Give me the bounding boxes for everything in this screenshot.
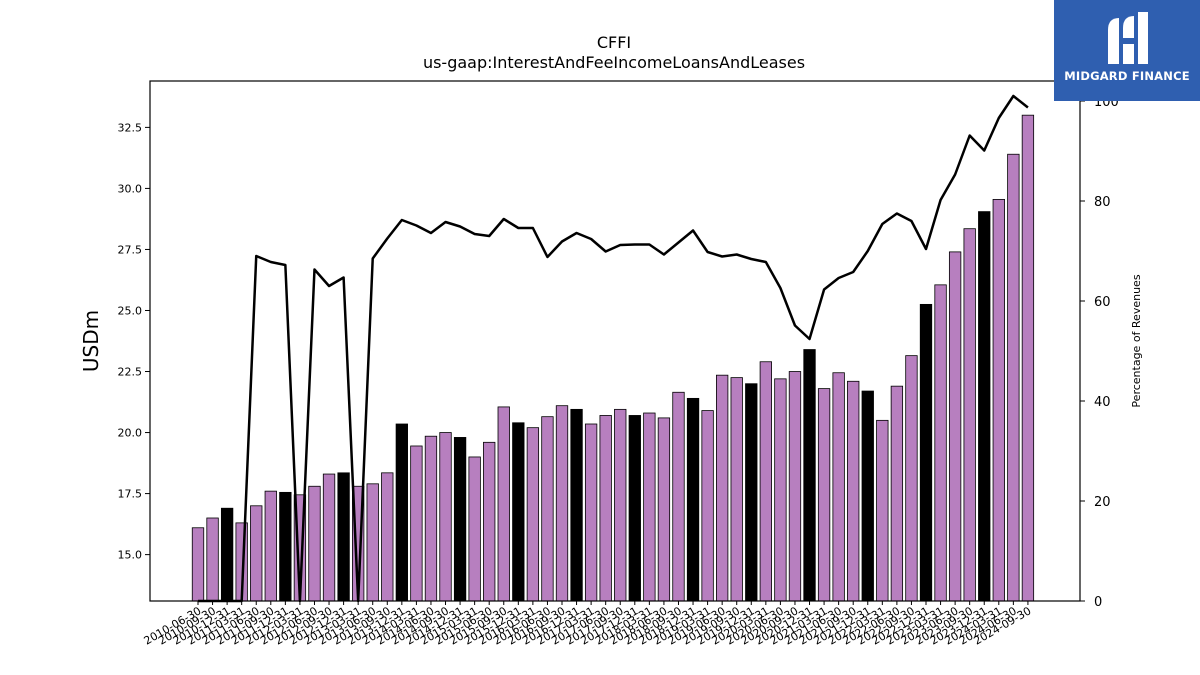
bar [483, 441, 496, 602]
bar [788, 371, 802, 602]
y-tick-label: 22.5 [118, 366, 143, 379]
bar [468, 456, 481, 602]
y-tick-label: 25.0 [118, 304, 143, 317]
bar [847, 380, 860, 602]
chart-subtitle: us-gaap:InterestAndFeeIncomeLoansAndLeas… [423, 53, 805, 72]
y2-tick-label: 20 [1094, 495, 1111, 510]
y2-tick-label: 0 [1094, 595, 1102, 610]
bar [439, 432, 452, 602]
line-series [198, 94, 1029, 603]
bar [817, 388, 831, 602]
bar [541, 416, 554, 602]
y-tick-label: 17.5 [118, 488, 143, 501]
bar [934, 284, 947, 602]
bar [905, 355, 918, 602]
bar [716, 374, 729, 602]
bar [264, 490, 277, 602]
bar [584, 423, 598, 602]
bar [628, 415, 641, 602]
bar [322, 473, 336, 602]
bar [919, 303, 933, 602]
bar [395, 423, 408, 602]
bar [453, 437, 467, 602]
bar [1007, 153, 1020, 602]
bar [978, 211, 991, 602]
bar [308, 485, 321, 602]
bar [570, 408, 583, 602]
plot-frame [149, 80, 1081, 602]
y-axis-label: USDm [79, 310, 103, 372]
bar [832, 372, 845, 602]
brand-name: MIDGARD FINANCE [1064, 69, 1190, 83]
bar [1021, 114, 1035, 602]
y2-tick-label: 60 [1094, 295, 1111, 310]
bar [279, 491, 292, 602]
midgard-logo-icon [1108, 12, 1148, 64]
bar [992, 198, 1005, 602]
bar-series [191, 114, 1035, 602]
y2-axis-label: Percentage of Revenues [1130, 274, 1143, 407]
bar [497, 406, 510, 602]
bar [410, 445, 423, 602]
y-tick-label: 27.5 [118, 243, 143, 256]
bar [337, 472, 350, 602]
bar [512, 422, 525, 602]
y2-tick-label: 80 [1094, 195, 1111, 210]
y-tick-label: 32.5 [118, 121, 143, 134]
bar [191, 527, 205, 602]
bar [730, 377, 743, 602]
bar [803, 349, 816, 602]
bar [220, 507, 234, 602]
bar [250, 505, 263, 602]
bar [686, 397, 700, 602]
y-tick-label: 30.0 [118, 182, 143, 195]
bar [759, 361, 772, 602]
bar [643, 412, 656, 602]
bar [672, 391, 685, 602]
bar [948, 251, 962, 602]
bar [890, 385, 904, 602]
y-tick-label: 20.0 [118, 427, 143, 440]
bar [381, 472, 394, 602]
bar [366, 483, 379, 602]
bar [657, 417, 671, 602]
y2-tick-label: 40 [1094, 395, 1111, 410]
bar [963, 228, 976, 602]
y-axis-left: 15.0 17.5 20.0 22.5 25.0 27.5 30.0 32.5 [118, 121, 150, 562]
bar [206, 517, 219, 602]
bar [745, 383, 758, 602]
brand-logo: MIDGARD FINANCE [1054, 0, 1200, 101]
y-tick-label: 15.0 [118, 549, 143, 562]
chart-title: CFFI [597, 33, 631, 52]
bar [599, 415, 612, 602]
bar [774, 378, 787, 602]
bar [876, 419, 889, 602]
bar [701, 410, 714, 602]
x-axis: 2010-06-302010-09-302010-12-312011-03-31… [142, 601, 1033, 648]
bar [555, 405, 569, 602]
bar [861, 390, 874, 602]
bar [526, 427, 540, 602]
bar [424, 435, 438, 602]
bar [614, 408, 627, 602]
